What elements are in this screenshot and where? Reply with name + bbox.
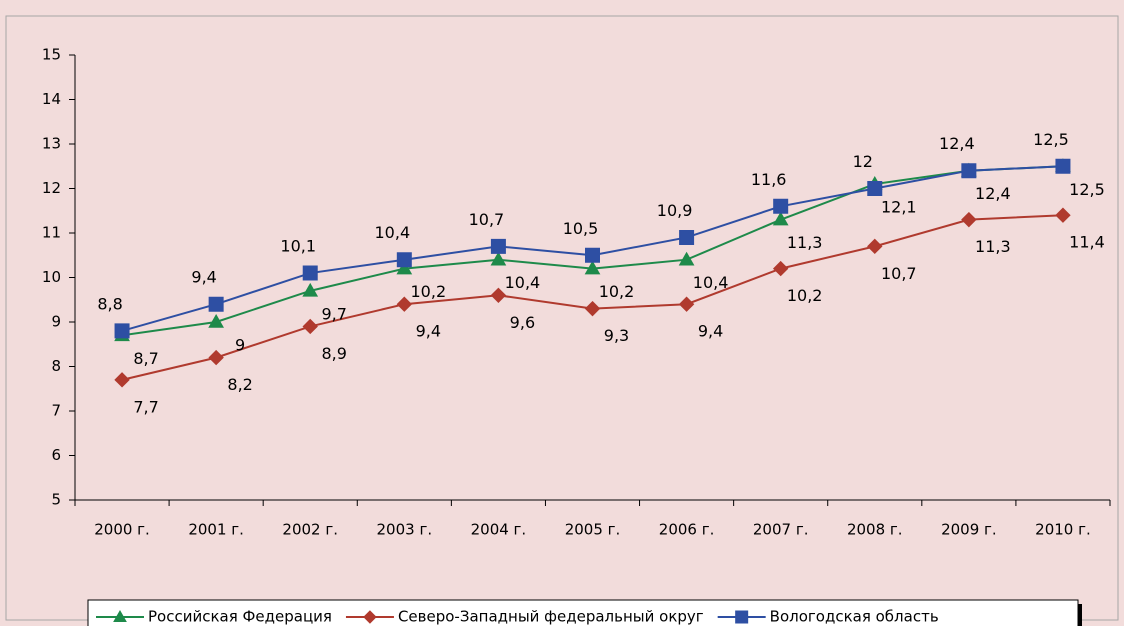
- y-tick-label: 14: [42, 90, 61, 108]
- marker: [585, 247, 600, 263]
- legend-label: Вологодская область: [770, 608, 939, 626]
- x-tick-label: 2009 г.: [941, 521, 997, 539]
- x-tick-label: 2007 г.: [753, 521, 809, 539]
- data-label: 12,5: [1033, 130, 1069, 149]
- data-label: 10,9: [657, 201, 693, 220]
- marker: [363, 610, 377, 624]
- data-label: 10,4: [375, 223, 411, 242]
- data-label: 10,7: [881, 264, 917, 283]
- marker: [678, 251, 695, 266]
- y-tick-label: 12: [42, 179, 61, 197]
- marker: [773, 198, 789, 214]
- marker: [584, 300, 601, 317]
- data-label: 12,4: [939, 134, 975, 153]
- marker: [584, 260, 601, 275]
- data-label: 12,4: [975, 184, 1011, 203]
- data-label: 10,5: [563, 219, 599, 238]
- chart-frame: [5, 15, 1119, 621]
- marker: [208, 349, 224, 366]
- data-label: 9,7: [322, 304, 347, 323]
- marker: [490, 238, 506, 254]
- data-label: 10,7: [469, 210, 505, 229]
- data-label: 10,2: [787, 286, 823, 305]
- x-tick-label: 2006 г.: [659, 521, 715, 539]
- data-label: 12,1: [881, 198, 917, 217]
- marker: [114, 372, 130, 388]
- y-tick-label: 9: [51, 313, 61, 331]
- marker: [302, 282, 319, 297]
- x-tick-label: 2005 г.: [565, 521, 621, 539]
- marker: [961, 163, 977, 179]
- data-label: 8,9: [322, 344, 347, 363]
- y-tick-label: 5: [51, 491, 61, 509]
- y-tick-label: 6: [51, 446, 61, 464]
- data-label: 10,4: [693, 273, 729, 292]
- data-label: 7,7: [133, 397, 158, 416]
- marker: [1055, 158, 1071, 174]
- data-label: 11,3: [787, 233, 823, 252]
- data-label: 12: [853, 152, 873, 171]
- x-tick-label: 2010 г.: [1035, 521, 1091, 539]
- data-label: 11,3: [975, 237, 1011, 256]
- data-label: 10,2: [411, 282, 447, 301]
- marker: [114, 323, 130, 339]
- data-label: 8,2: [227, 375, 252, 394]
- marker: [678, 296, 695, 312]
- y-tick-label: 7: [51, 402, 61, 420]
- legend-label: Российская Федерация: [148, 608, 332, 626]
- marker: [302, 265, 318, 281]
- marker: [208, 296, 224, 312]
- y-tick-label: 11: [42, 224, 61, 242]
- data-label: 9: [235, 336, 245, 355]
- data-label: 10,2: [599, 282, 635, 301]
- x-tick-label: 2002 г.: [282, 521, 338, 539]
- marker: [396, 296, 413, 312]
- marker: [208, 313, 224, 328]
- marker: [772, 260, 789, 277]
- marker: [302, 318, 318, 335]
- data-label: 11,6: [751, 170, 787, 189]
- data-label: 9,3: [604, 326, 629, 345]
- marker: [772, 211, 789, 226]
- data-label: 10,1: [280, 237, 316, 256]
- marker: [490, 287, 507, 304]
- data-label: 9,6: [510, 313, 535, 332]
- marker: [867, 181, 883, 196]
- legend: [87, 599, 1079, 626]
- y-tick-label: 13: [42, 135, 61, 153]
- data-label: 9,4: [416, 322, 441, 341]
- marker: [490, 251, 507, 266]
- marker: [961, 211, 977, 228]
- x-tick-label: 2003 г.: [377, 521, 433, 539]
- marker: [396, 252, 412, 268]
- marker: [396, 260, 413, 275]
- y-tick-label: 15: [42, 46, 61, 64]
- data-label: 8,7: [133, 349, 158, 368]
- marker: [867, 238, 883, 255]
- x-tick-label: 2000 г.: [94, 521, 150, 539]
- marker: [1055, 207, 1071, 223]
- marker: [679, 229, 695, 245]
- marker: [735, 610, 749, 624]
- data-label: 9,4: [698, 322, 723, 341]
- x-tick-label: 2008 г.: [847, 521, 903, 539]
- legend-label: Северо-Западный федеральный округ: [398, 608, 704, 626]
- x-tick-label: 2004 г.: [471, 521, 527, 539]
- data-label: 10,4: [505, 273, 541, 292]
- x-tick-label: 2001 г.: [188, 521, 244, 539]
- data-label: 11,4: [1069, 233, 1105, 252]
- y-tick-label: 10: [42, 268, 61, 286]
- marker: [113, 609, 127, 622]
- y-tick-label: 8: [51, 357, 61, 375]
- data-label: 9,4: [191, 268, 216, 287]
- data-label: 8,8: [97, 294, 122, 313]
- data-label: 12,5: [1069, 180, 1105, 199]
